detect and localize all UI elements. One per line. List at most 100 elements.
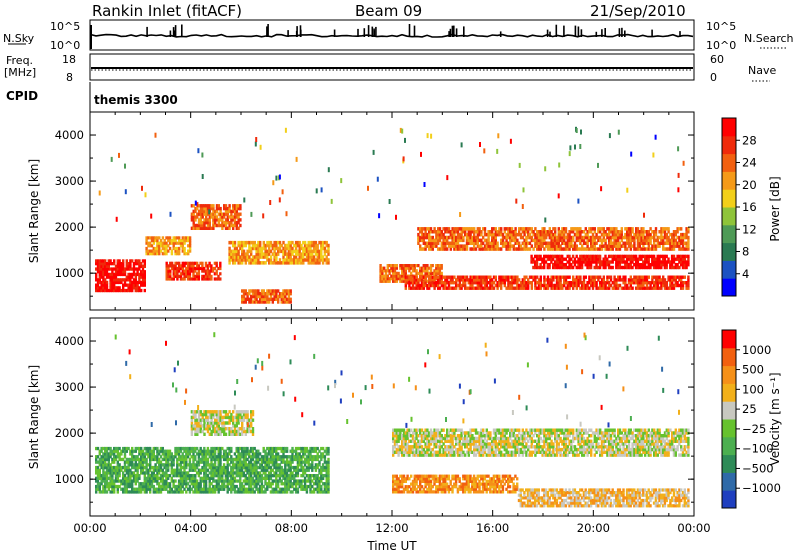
heatmap-cell bbox=[320, 246, 323, 251]
heatmap-cell bbox=[159, 476, 163, 480]
heatmap-cell bbox=[429, 241, 433, 245]
heatmap-cell bbox=[577, 263, 580, 267]
heatmap-cell bbox=[197, 269, 200, 273]
heatmap-cell bbox=[487, 238, 490, 243]
heatmap-cell bbox=[532, 238, 535, 243]
heatmap-cell bbox=[282, 240, 285, 245]
heatmap-cell bbox=[383, 274, 386, 278]
heatmap-cell bbox=[573, 257, 577, 261]
heatmap-cell bbox=[543, 227, 546, 231]
heatmap-cell bbox=[460, 275, 463, 279]
heatmap-cell bbox=[289, 246, 292, 251]
heatmap-cell bbox=[485, 286, 488, 290]
heatmap-cell bbox=[401, 274, 404, 278]
heatmap-cell bbox=[161, 452, 164, 456]
heatmap-cell bbox=[111, 452, 114, 456]
heatmap-cell bbox=[615, 241, 618, 245]
heatmap-cell bbox=[235, 255, 238, 259]
heatmap-cell bbox=[170, 465, 173, 470]
heatmap-cell bbox=[426, 286, 429, 290]
heatmap-cell bbox=[624, 241, 627, 245]
heatmap-cell bbox=[618, 260, 622, 264]
heatmap-cell bbox=[195, 266, 199, 271]
heatmap-cell bbox=[419, 271, 422, 275]
heatmap-cell bbox=[194, 206, 197, 211]
heatmap-cell bbox=[453, 235, 456, 240]
heatmap-cell bbox=[129, 479, 132, 483]
heatmap-cell bbox=[636, 263, 640, 267]
heatmap-cell bbox=[150, 239, 154, 243]
heatmap-cell bbox=[197, 148, 200, 154]
heatmap-cell bbox=[138, 264, 141, 268]
heatmap-cell bbox=[541, 260, 544, 264]
heatmap-cell bbox=[672, 232, 676, 237]
heatmap-cell bbox=[311, 252, 314, 256]
heatmap-cell bbox=[125, 468, 128, 472]
heatmap-cell bbox=[590, 230, 593, 234]
heatmap-cell bbox=[422, 235, 425, 240]
heatmap-cell bbox=[503, 227, 506, 231]
heatmap-cell bbox=[411, 283, 415, 288]
heatmap-cell bbox=[150, 484, 154, 489]
heatmap-cell bbox=[165, 252, 168, 256]
heatmap-cell bbox=[550, 241, 553, 245]
heatmap-cell bbox=[201, 269, 204, 273]
heatmap-cell bbox=[618, 235, 622, 240]
heatmap-cell bbox=[156, 471, 159, 475]
heatmap-cell bbox=[262, 243, 265, 248]
heatmap-cell bbox=[595, 263, 598, 267]
heatmap-cell bbox=[206, 212, 210, 216]
heatmap-cell bbox=[471, 281, 474, 285]
heatmap-cell bbox=[381, 277, 384, 281]
heatmap-cell bbox=[131, 474, 134, 478]
heatmap-cell bbox=[232, 218, 235, 222]
heatmap-cell bbox=[543, 257, 546, 261]
heatmap-cell bbox=[273, 249, 276, 254]
heatmap-cell bbox=[579, 257, 582, 261]
heatmap-cell bbox=[464, 230, 467, 234]
heatmap-cell bbox=[543, 286, 546, 290]
heatmap-cell bbox=[599, 235, 602, 240]
heatmap-cell bbox=[670, 254, 674, 259]
heatmap-cell bbox=[535, 260, 539, 264]
heatmap-cell bbox=[469, 283, 472, 288]
heatmap-cell bbox=[680, 254, 683, 259]
heatmap-cell bbox=[606, 275, 609, 279]
heatmap-cell bbox=[131, 455, 134, 459]
heatmap-cell bbox=[188, 241, 192, 245]
heatmap-cell bbox=[446, 227, 449, 231]
heatmap-cell bbox=[568, 247, 571, 251]
heatmap-cell bbox=[284, 294, 287, 299]
heatmap-cell bbox=[250, 252, 253, 256]
heatmap-cell bbox=[172, 274, 175, 278]
heatmap-cell bbox=[552, 286, 555, 290]
heatmap-cell bbox=[134, 460, 137, 464]
heatmap-cell bbox=[512, 275, 515, 279]
nsearch-tick-high: 10^5 bbox=[706, 20, 736, 33]
heatmap-cell bbox=[228, 221, 231, 225]
heatmap-cell bbox=[681, 263, 685, 267]
heatmap-cell bbox=[455, 241, 458, 245]
heatmap-cell bbox=[138, 267, 141, 271]
heatmap-cell bbox=[174, 239, 177, 243]
heatmap-cell bbox=[197, 277, 200, 281]
heatmap-cell bbox=[419, 235, 422, 240]
heatmap-cell bbox=[424, 247, 427, 251]
heatmap-cell bbox=[109, 446, 112, 451]
heatmap-cell bbox=[548, 254, 551, 259]
heatmap-cell bbox=[618, 254, 622, 259]
heatmap-cell bbox=[482, 286, 485, 290]
heatmap-cell bbox=[599, 281, 602, 285]
colorbar-tick-label: 28 bbox=[742, 133, 757, 147]
heatmap-cell bbox=[647, 286, 650, 290]
heatmap-cell bbox=[100, 474, 103, 478]
heatmap-cell bbox=[473, 230, 476, 234]
heatmap-cell bbox=[471, 241, 474, 245]
heatmap-cell bbox=[149, 487, 152, 491]
heatmap-cell bbox=[633, 278, 636, 282]
heatmap-cell bbox=[395, 279, 398, 283]
heatmap-cell bbox=[530, 281, 533, 285]
heatmap-cell bbox=[492, 227, 496, 231]
heatmap-cell bbox=[609, 260, 613, 264]
heatmap-cell bbox=[480, 230, 483, 234]
